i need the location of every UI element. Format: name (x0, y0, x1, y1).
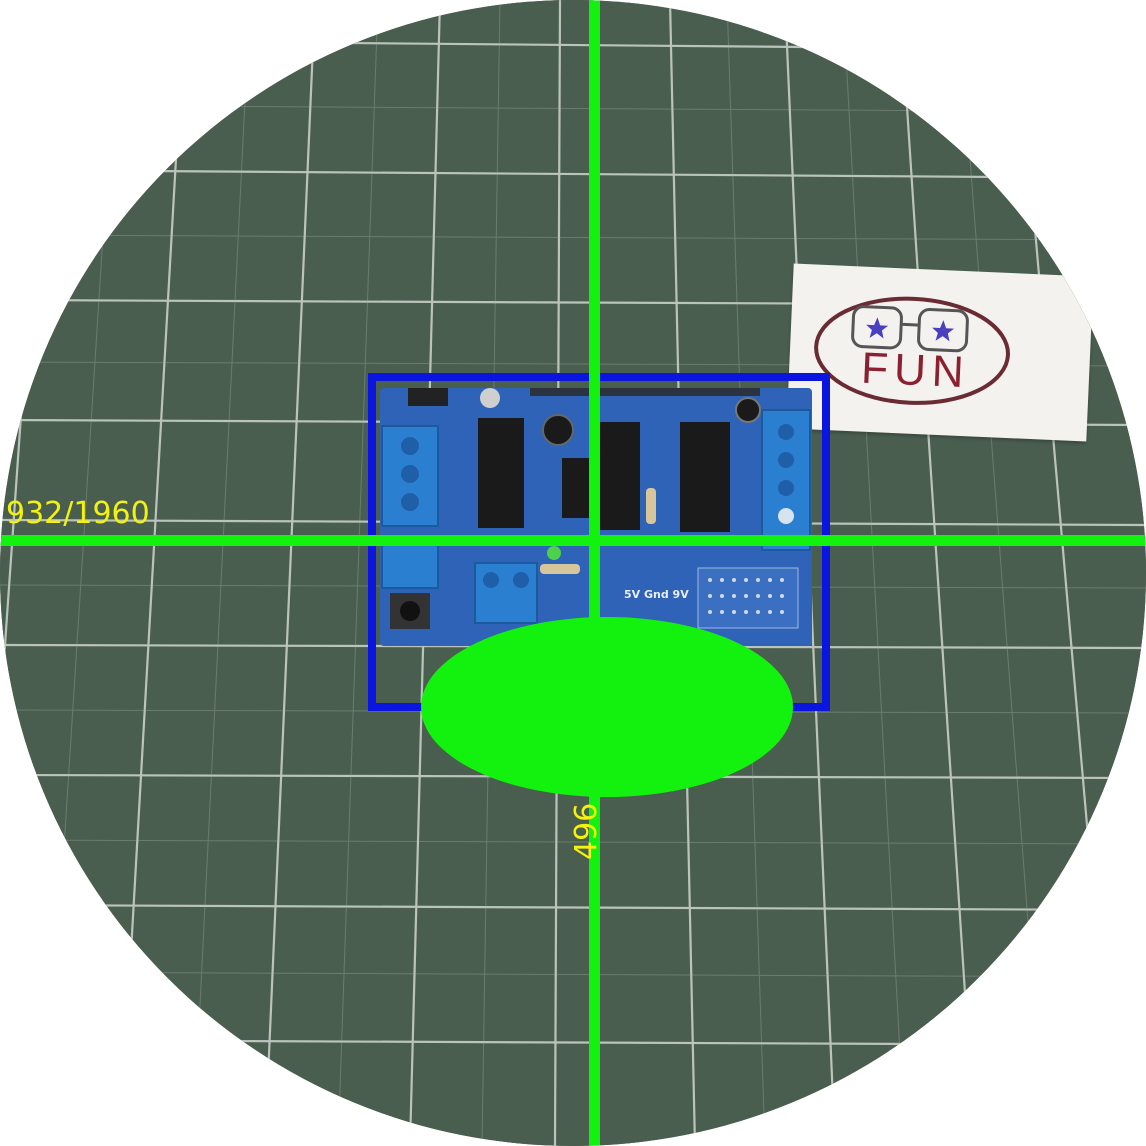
y-coordinate-readout: 496 (569, 802, 604, 860)
target-marker-ellipse (421, 617, 793, 797)
board-components (381, 388, 811, 629)
x-coordinate-readout: 932/1960 (6, 496, 150, 531)
board-silk-label: 5V Gnd 9V (624, 588, 689, 601)
fun-logo-drawing (814, 296, 1010, 405)
crosshair-horizontal-line (0, 535, 1146, 546)
fun-sticker-card: FUN (786, 263, 1094, 442)
fun-sticker-text: FUN (860, 343, 971, 398)
crosshair-vertical-line (589, 0, 600, 1146)
